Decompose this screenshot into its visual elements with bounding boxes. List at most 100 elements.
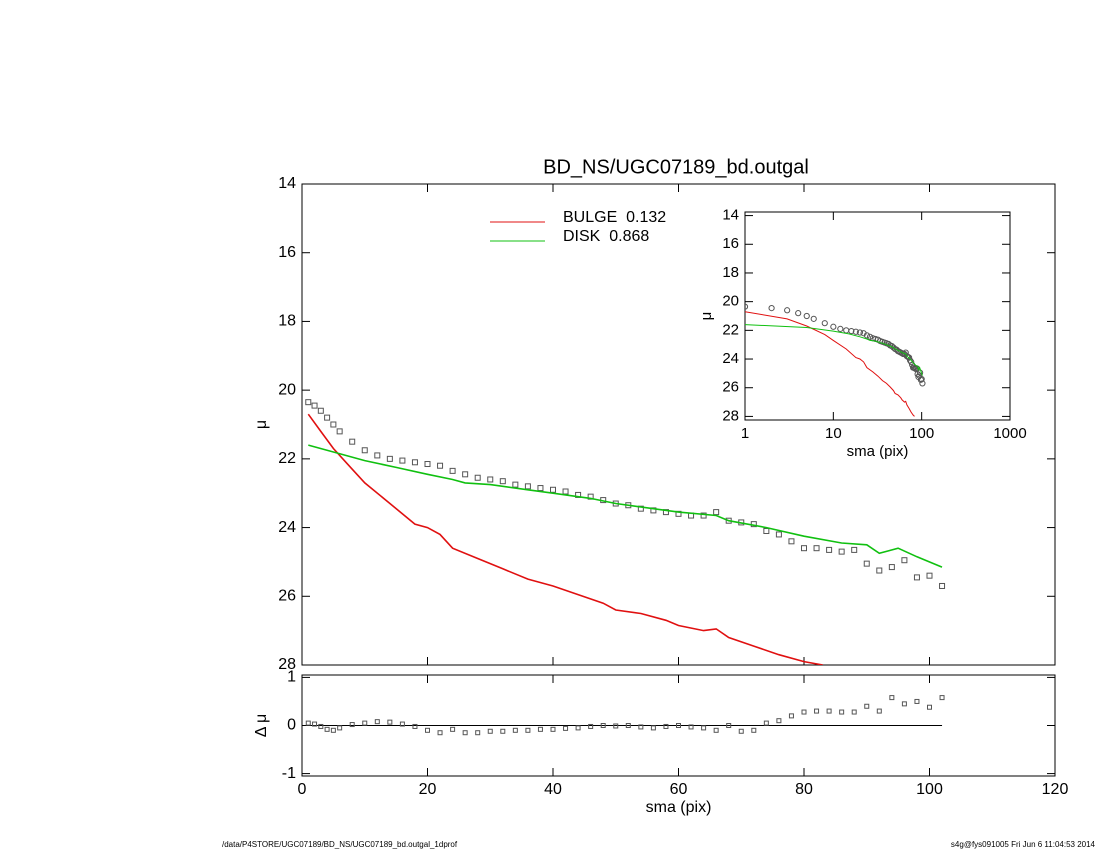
residual-point: [312, 721, 318, 727]
data-point: [713, 509, 720, 516]
residual-point: [939, 695, 945, 701]
data-point: [524, 483, 531, 490]
data-point: [810, 315, 817, 322]
plot-frame: [744, 211, 1011, 421]
data-point: [803, 312, 810, 320]
residual-point: [638, 724, 644, 730]
residual-point: [876, 708, 882, 714]
residual-point: [437, 730, 443, 736]
data-point: [512, 481, 519, 488]
data-point: [437, 462, 444, 469]
residual-point: [713, 727, 719, 733]
residual-point: [588, 723, 594, 729]
residual-point: [600, 723, 606, 728]
data-point: [852, 328, 859, 335]
residual-point: [927, 704, 932, 710]
data-point: [863, 560, 870, 567]
residual-point: [500, 728, 506, 734]
y-tick-label: 1: [287, 669, 296, 686]
residual-point: [801, 709, 807, 715]
data-point: [851, 546, 858, 553]
plot-area: [305, 695, 945, 736]
data-point: [462, 471, 469, 478]
residual-point: [412, 723, 418, 729]
residual-point: [751, 727, 757, 733]
residual-point: [839, 709, 845, 715]
residual-point: [676, 723, 681, 728]
data-point: [349, 438, 356, 445]
data-point: [939, 582, 946, 589]
residual-point: [362, 720, 368, 726]
residual-point: [663, 723, 669, 729]
y-tick-label: 16: [722, 235, 739, 252]
y-tick-label: 24: [722, 350, 739, 367]
x-tick-label: 100: [916, 781, 943, 798]
residual-point: [475, 730, 481, 736]
x-tick-label: 1000: [993, 425, 1026, 442]
x-tick-label: 1: [741, 425, 749, 442]
model-line: [745, 311, 915, 417]
data-point: [700, 512, 707, 519]
data-point: [499, 478, 506, 485]
model-line: [308, 444, 943, 568]
data-point: [830, 323, 837, 330]
data-point: [537, 485, 544, 492]
x-axis-label: sma (pix): [646, 799, 712, 816]
data-point: [908, 358, 915, 366]
data-point: [826, 546, 833, 553]
y-tick-label: 16: [278, 244, 296, 261]
y-tick-label: 26: [278, 588, 296, 605]
residual-point: [399, 721, 405, 727]
data-point: [888, 564, 895, 571]
y-tick-label: -1: [282, 765, 296, 782]
residual-point: [330, 727, 336, 733]
legend-label: BULGE 0.132: [563, 209, 666, 226]
data-point: [745, 303, 749, 310]
data-point: [788, 538, 795, 545]
data-point: [317, 407, 324, 414]
data-point: [763, 528, 770, 535]
x-axis-label: sma (pix): [847, 443, 909, 460]
data-point: [424, 461, 431, 468]
y-tick-label: 20: [722, 293, 739, 310]
footer-left: /data/P4STORE/UGC07189/BD_NS/UGC07189_bd…: [222, 840, 458, 849]
residual-point: [650, 725, 656, 731]
y-axis-label: Δ μ: [253, 714, 270, 737]
residual-point: [625, 723, 631, 728]
residual-point: [826, 708, 832, 714]
residual-point: [738, 728, 744, 734]
data-point: [838, 548, 845, 555]
residual-point: [525, 727, 531, 733]
data-point: [784, 307, 791, 314]
x-tick-label: 40: [544, 781, 562, 798]
residual-point: [864, 703, 870, 709]
residual-point: [763, 720, 769, 726]
residual-point: [487, 728, 493, 734]
data-point: [926, 572, 933, 579]
y-tick-label: 28: [722, 407, 739, 424]
x-tick-label: 120: [1042, 781, 1069, 798]
data-point: [411, 459, 418, 466]
data-point: [336, 428, 343, 435]
residual-point: [613, 723, 619, 729]
plot-area: [745, 303, 926, 417]
data-point: [910, 364, 918, 371]
plot-area: [305, 399, 946, 665]
residual-point: [305, 720, 311, 726]
residual-point: [914, 698, 920, 704]
y-tick-label: 22: [722, 321, 739, 338]
x-tick-label: 20: [419, 781, 437, 798]
x-tick-label: 100: [909, 425, 934, 442]
data-point: [911, 365, 919, 372]
residual-point: [889, 695, 895, 701]
y-tick-label: 24: [278, 519, 296, 536]
data-point: [775, 531, 782, 538]
data-point: [801, 545, 807, 552]
legend-label: DISK 0.868: [563, 228, 649, 245]
residual-point: [512, 727, 518, 733]
data-point: [768, 305, 775, 312]
x-tick-label: 0: [298, 781, 307, 798]
y-tick-label: 26: [722, 379, 739, 396]
data-point: [919, 380, 926, 387]
